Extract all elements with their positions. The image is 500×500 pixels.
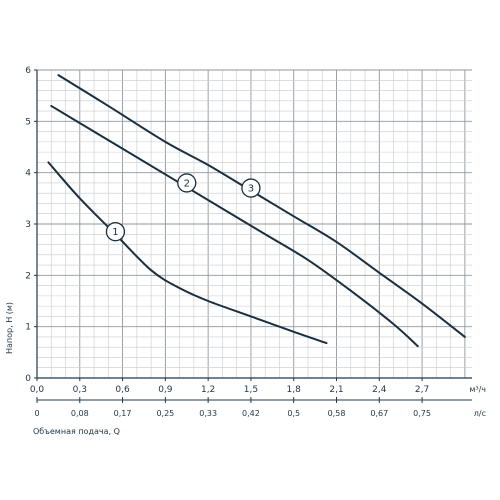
y-tick-label: 6 [25,66,31,76]
series-line-2 [50,104,419,348]
curve-labels: 1 2 3 [105,173,261,242]
x-tick-label: 2,7 [415,385,429,395]
y-tick-label: 5 [25,117,31,127]
secondary-tick-label: 0,08 [71,409,89,418]
curve-label-1: 1 [112,227,118,238]
x-tick-label: 1,8 [287,385,302,395]
x-tick-label: 0,9 [158,385,173,395]
secondary-tick-label: 0,42 [242,409,260,418]
curve-label-3: 3 [248,184,254,195]
y-axis-title: Напор, Н (м) [5,302,14,354]
x-tick-label: 1,2 [201,385,215,395]
secondary-tick-label: 0,25 [156,409,174,418]
secondary-tick-label: 0,17 [114,409,132,418]
secondary-tick-label: 0,5 [287,409,300,418]
y-tick-label: 4 [25,169,31,179]
x-tick-label: 0,3 [73,385,87,395]
series-line-1 [47,161,328,345]
axis-text: 0 1 2 3 4 5 6 0,0 0,3 0,6 0,9 1,2 1,5 1,8 2,1 2,4 2,7 0 0,… [5,66,486,436]
x-tick-label: 2,4 [372,385,387,395]
x-unit-label: м³/ч [469,385,486,394]
secondary-unit-label: л/с [474,409,486,418]
curve-label-circle-1 [105,222,126,242]
secondary-tick-label: 0,67 [370,409,388,418]
series-line-3 [57,74,466,338]
grid [37,69,472,378]
y-tick-label: 3 [25,220,31,230]
y-tick-label: 0 [25,374,31,384]
curve-label-circle-2 [177,173,197,193]
curve-label-2: 2 [184,178,190,189]
x-tick-label: 1,5 [244,385,258,395]
secondary-tick-label: 0,33 [199,409,217,418]
series-lines [47,74,466,348]
secondary-tick-label: 0,58 [328,409,346,418]
axes [34,69,472,403]
x-tick-label: 0,6 [115,385,130,395]
secondary-tick-label: 0,75 [413,409,431,418]
secondary-axis-title: Объемная подача, Q [33,427,120,436]
x-tick-label: 0,0 [30,385,45,395]
y-tick-label: 1 [25,323,31,333]
secondary-tick-label: 0 [34,409,39,418]
x-tick-label: 2,1 [329,385,343,395]
curve-label-circle-3 [241,178,261,198]
y-tick-label: 2 [25,271,31,281]
